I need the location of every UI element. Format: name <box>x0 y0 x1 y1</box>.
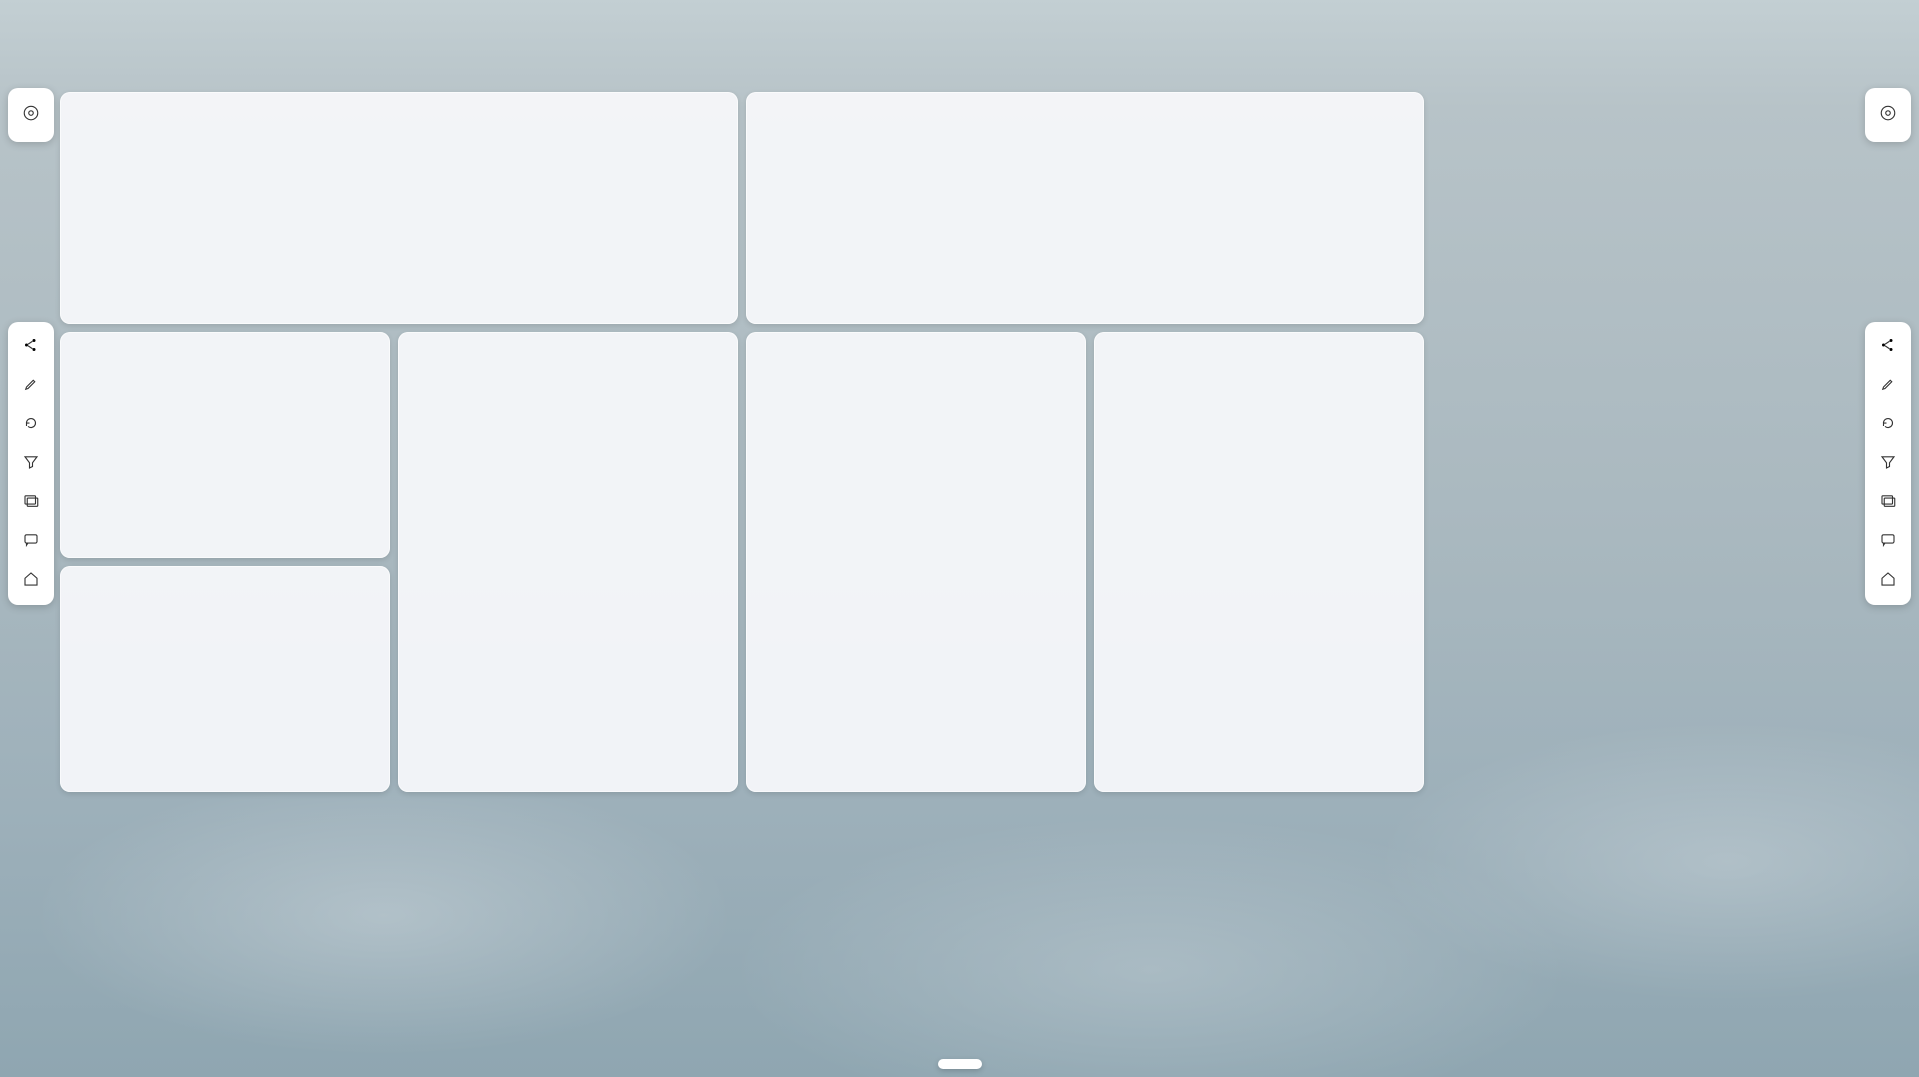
highlight-icon <box>1879 375 1897 393</box>
filters-button[interactable] <box>8 449 54 478</box>
reset-button[interactable] <box>8 410 54 439</box>
share-icon <box>1879 336 1897 354</box>
filters-button[interactable] <box>1865 449 1911 478</box>
highlight-button[interactable] <box>1865 371 1911 400</box>
landing-donut <box>76 350 376 530</box>
home-icon <box>22 570 40 588</box>
landing-donut-panel <box>60 332 390 558</box>
reset-icon <box>1879 414 1897 432</box>
chat-button[interactable] <box>8 527 54 556</box>
treemap-panel <box>398 332 738 792</box>
share-icon <box>22 336 40 354</box>
home-button[interactable] <box>1865 566 1911 595</box>
gear-icon <box>22 104 40 122</box>
shared-bar-panel <box>1094 332 1424 792</box>
highlight-button[interactable] <box>8 371 54 400</box>
navigation-icon <box>1879 492 1897 510</box>
navigation-icon <box>22 492 40 510</box>
settings-button[interactable] <box>8 88 54 142</box>
right-tools-panel <box>1865 322 1911 605</box>
share-button[interactable] <box>1865 332 1911 361</box>
chat-button[interactable] <box>1865 527 1911 556</box>
filters-pill[interactable] <box>938 1059 982 1069</box>
home-button[interactable] <box>8 566 54 595</box>
reset-icon <box>22 414 40 432</box>
funnel-icon <box>22 453 40 471</box>
share-button[interactable] <box>8 332 54 361</box>
gear-icon <box>1879 104 1897 122</box>
chat-icon <box>1879 531 1897 549</box>
line-chart <box>76 110 716 308</box>
kpi-funnel-chart <box>762 350 1070 770</box>
navigation-button[interactable] <box>1865 488 1911 517</box>
chat-icon <box>22 531 40 549</box>
shared-hbar-chart <box>1110 350 1410 770</box>
subject-donut-panel <box>60 566 390 792</box>
interaction-by-date-panel <box>60 92 738 324</box>
interaction-by-dow-panel <box>746 92 1424 324</box>
navigation-button[interactable] <box>8 488 54 517</box>
kpi-funnel-panel <box>746 332 1086 792</box>
home-icon <box>1879 570 1897 588</box>
reset-button[interactable] <box>1865 410 1911 439</box>
subject-donut <box>76 584 376 764</box>
treemap-chart <box>414 350 722 770</box>
left-tools-panel <box>8 322 54 605</box>
dow-bar-chart <box>762 110 1402 308</box>
settings-button-right[interactable] <box>1865 88 1911 142</box>
funnel-icon <box>1879 453 1897 471</box>
highlight-icon <box>22 375 40 393</box>
